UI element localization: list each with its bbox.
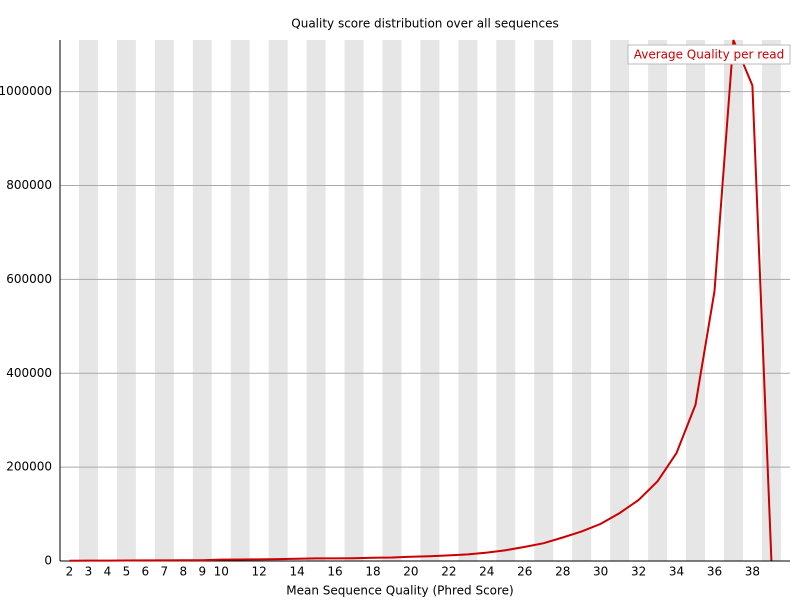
band-stripe [723, 40, 743, 561]
band-stripe [154, 40, 174, 561]
y-tick-label: 600000 [6, 272, 52, 286]
x-tick-label: 6 [142, 565, 150, 579]
band-stripe [268, 40, 288, 561]
x-tick-label: 20 [403, 565, 418, 579]
x-axis-label: Mean Sequence Quality (Phred Score) [286, 584, 514, 598]
band-stripe [686, 40, 705, 561]
x-tick-label: 10 [214, 565, 229, 579]
legend-box [627, 44, 791, 65]
band-stripe [306, 40, 326, 561]
y-tick-label: 800000 [6, 178, 52, 192]
x-tick-label: 18 [365, 565, 380, 579]
x-tick-label: 34 [669, 565, 684, 579]
band-stripe [230, 40, 250, 561]
x-tick-label: 26 [517, 565, 532, 579]
legend-label: Average Quality per read [634, 48, 785, 62]
band-stripe [420, 40, 440, 561]
x-tick-label: 9 [198, 565, 206, 579]
y-tick-label: 0 [44, 554, 52, 568]
x-tick-label: 38 [745, 565, 760, 579]
band-stripe [572, 40, 592, 561]
x-tick-label: 32 [631, 565, 646, 579]
band-stripe [610, 40, 630, 561]
x-tick-label: 12 [252, 565, 267, 579]
band-stripe [116, 40, 136, 561]
chart-title: Quality score distribution over all sequ… [291, 17, 558, 31]
band-stripe [534, 40, 554, 561]
band-stripe [382, 40, 402, 561]
x-tick-label: 22 [441, 565, 456, 579]
x-tick-label: 3 [85, 565, 93, 579]
x-tick-label: 16 [327, 565, 342, 579]
band-stripe [496, 40, 516, 561]
band-stripe [344, 40, 364, 561]
band-stripe [761, 40, 781, 561]
x-tick-label: 5 [123, 565, 131, 579]
x-tick-label: 7 [161, 565, 169, 579]
x-tick-label: 30 [593, 565, 608, 579]
data-line [69, 39, 773, 562]
x-tick-label: 4 [104, 565, 112, 579]
y-tick-label: 400000 [6, 366, 52, 380]
band-stripe [78, 40, 98, 561]
band-stripe [192, 40, 212, 561]
y-tick-label: 200000 [6, 460, 52, 474]
x-tick-label: 14 [289, 565, 304, 579]
x-tick-label: 36 [707, 565, 722, 579]
x-tick-label: 8 [179, 565, 187, 579]
band-stripe [648, 40, 668, 561]
x-tick-label: 24 [479, 565, 494, 579]
band-stripe [458, 40, 478, 561]
x-tick-label: 28 [555, 565, 570, 579]
x-tick-label: 2 [66, 565, 74, 579]
y-tick-label: 1000000 [0, 84, 52, 98]
